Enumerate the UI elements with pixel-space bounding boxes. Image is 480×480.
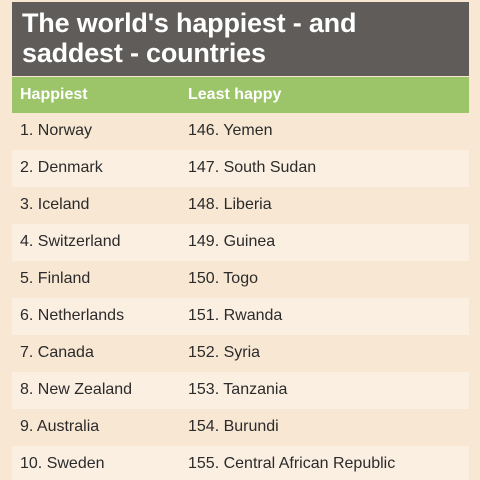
least-happy-cell: 155. Central African Republic [188,455,396,472]
happiest-cell: 9. Australia [20,418,100,435]
table-header: Happiest Least happy [12,77,469,113]
least-happy-cell: 148. Liberia [188,196,272,213]
happiest-cell: 1. Norway [20,122,93,139]
page-title: The world's happiest - and saddest - cou… [22,8,357,68]
table-row: 4. Switzerland 149. Guinea [12,224,469,261]
happiest-cell: 8. New Zealand [20,381,133,398]
table-row: 1. Norway 146. Yemen [12,113,469,150]
least-happy-cell: 152. Syria [188,344,261,361]
happiest-cell: 3. Iceland [20,196,90,213]
happiest-cell: 4. Switzerland [20,233,121,250]
table-row: 6. Netherlands 151. Rwanda [12,298,469,335]
table-row: 7. Canada 152. Syria [12,335,469,372]
least-happy-cell: 146. Yemen [188,122,273,139]
least-happy-cell: 150. Togo [188,270,258,287]
table-body: 1. Norway 146. Yemen 2. Denmark 147. Sou… [12,113,469,480]
table-row: 3. Iceland 148. Liberia [12,187,469,224]
column-header-happiest: Happiest [20,86,88,103]
happiest-cell: 5. Finland [20,270,91,287]
title-bar: The world's happiest - and saddest - cou… [12,2,469,76]
table-row: 2. Denmark 147. South Sudan [12,150,469,187]
happiest-cell: 6. Netherlands [20,307,125,324]
least-happy-cell: 151. Rwanda [188,307,283,324]
table-row: 10. Sweden 155. Central African Republic [12,446,469,480]
table-row: 9. Australia 154. Burundi [12,409,469,446]
least-happy-cell: 154. Burundi [188,418,279,435]
least-happy-cell: 147. South Sudan [188,159,317,176]
least-happy-cell: 149. Guinea [188,233,276,250]
column-header-least-happy: Least happy [188,86,282,103]
happiest-cell: 10. Sweden [20,455,105,472]
least-happy-cell: 153. Tanzania [188,381,288,398]
table-row: 5. Finland 150. Togo [12,261,469,298]
happiest-cell: 2. Denmark [20,159,103,176]
happiest-cell: 7. Canada [20,344,94,361]
table-row: 8. New Zealand 153. Tanzania [12,372,469,409]
